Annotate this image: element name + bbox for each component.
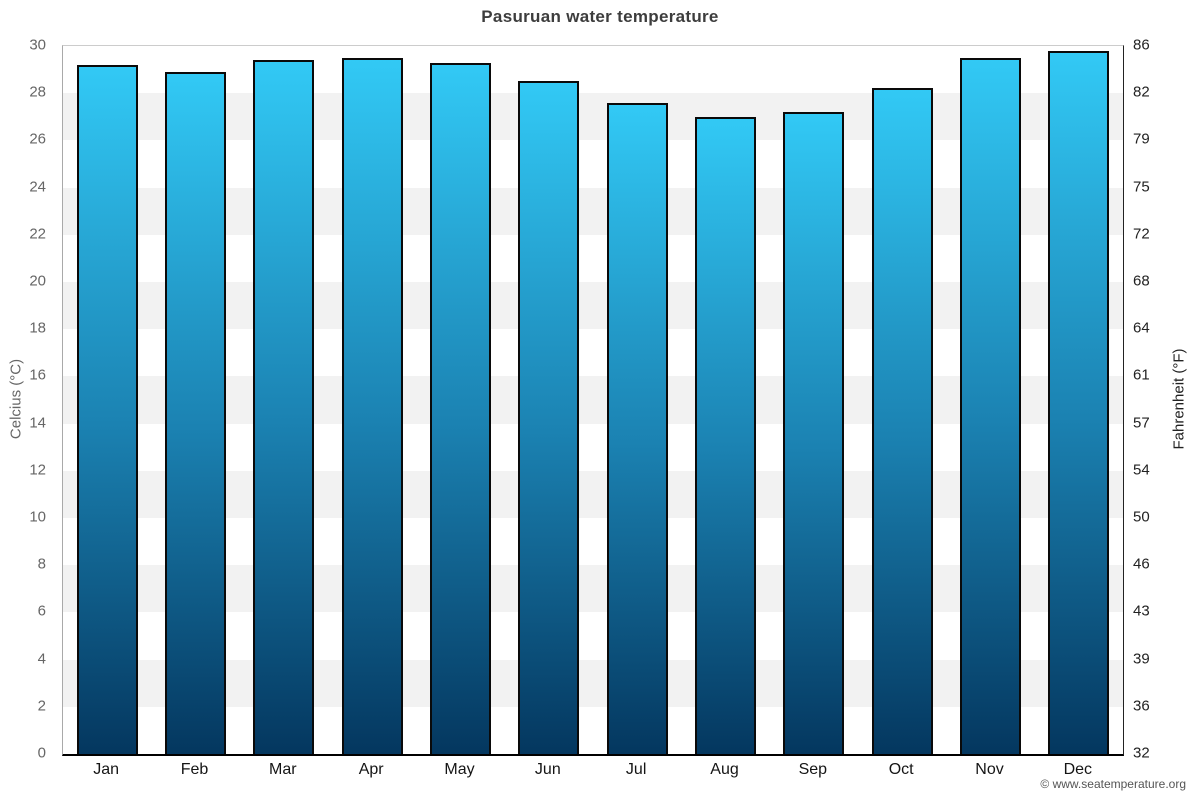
grid-band bbox=[63, 282, 1123, 330]
fahrenheit-tick: 46 bbox=[1133, 555, 1150, 573]
celsius-tick: 4 bbox=[37, 650, 46, 668]
fahrenheit-tick: 54 bbox=[1133, 461, 1150, 479]
bar-nov bbox=[960, 57, 1021, 754]
grid-band bbox=[63, 659, 1123, 707]
celsius-tick: 0 bbox=[37, 744, 46, 762]
grid-band bbox=[63, 423, 1123, 471]
celsius-tick: 30 bbox=[29, 36, 46, 54]
fahrenheit-tick: 79 bbox=[1133, 130, 1150, 148]
bar-oct bbox=[871, 88, 933, 754]
fahrenheit-tick: 43 bbox=[1133, 602, 1150, 620]
bar-may bbox=[430, 62, 491, 754]
month-tick-jan: Jan bbox=[93, 761, 120, 778]
fahrenheit-tick: 36 bbox=[1133, 697, 1150, 715]
grid-band bbox=[63, 234, 1123, 282]
celsius-tick: 16 bbox=[29, 366, 46, 384]
bar-sep bbox=[783, 112, 845, 754]
bar-jun bbox=[518, 81, 580, 754]
fahrenheit-tick: 86 bbox=[1133, 36, 1150, 54]
month-tick-mar: Mar bbox=[269, 761, 297, 778]
celsius-tick: 24 bbox=[29, 178, 46, 196]
celsius-tick: 6 bbox=[37, 602, 46, 620]
celsius-tick: 26 bbox=[29, 130, 46, 148]
grid-band bbox=[63, 518, 1123, 566]
bar-jul bbox=[606, 102, 668, 754]
celsius-tick: 2 bbox=[37, 697, 46, 715]
celsius-tick: 22 bbox=[29, 225, 46, 243]
month-tick-jun: Jun bbox=[534, 761, 561, 778]
grid-band bbox=[63, 470, 1123, 518]
fahrenheit-tick: 75 bbox=[1133, 178, 1150, 196]
chart-title: Pasuruan water temperature bbox=[481, 7, 719, 26]
grid-band bbox=[63, 565, 1123, 613]
celsius-tick-labels: 30 28 26 24 22 20 18 16 14 12 10 8 6 4 2 0 bbox=[0, 38, 54, 761]
fahrenheit-tick: 64 bbox=[1133, 319, 1150, 337]
grid-band bbox=[63, 187, 1123, 235]
celsius-tick: 28 bbox=[29, 83, 46, 101]
grid-band bbox=[63, 140, 1123, 188]
fahrenheit-tick: 68 bbox=[1133, 272, 1150, 290]
fahrenheit-tick-labels: 86 82 79 75 72 68 64 61 57 54 50 46 43 39 36 32 bbox=[1133, 38, 1193, 761]
grid-band bbox=[63, 329, 1123, 377]
bar-dec bbox=[1048, 50, 1110, 754]
fahrenheit-tick: 50 bbox=[1133, 508, 1150, 526]
month-tick-aug: Aug bbox=[710, 761, 739, 778]
month-tick-may: May bbox=[444, 761, 475, 778]
celsius-tick: 20 bbox=[29, 272, 46, 290]
fahrenheit-tick: 82 bbox=[1133, 83, 1150, 101]
celsius-tick: 8 bbox=[37, 555, 46, 573]
copyright-note: © www.seatemperature.org bbox=[1040, 777, 1186, 791]
bar-jan bbox=[76, 64, 138, 754]
grid-band bbox=[63, 706, 1123, 754]
month-tick-jul: Jul bbox=[625, 761, 647, 778]
fahrenheit-tick: 57 bbox=[1133, 414, 1150, 432]
fahrenheit-tick: 39 bbox=[1133, 650, 1150, 668]
fahrenheit-tick: 32 bbox=[1133, 744, 1150, 762]
celsius-tick: 18 bbox=[29, 319, 46, 337]
month-tick-nov: Nov bbox=[975, 761, 1004, 778]
bar-apr bbox=[341, 57, 403, 754]
bar-aug bbox=[695, 116, 756, 754]
celsius-tick: 14 bbox=[29, 414, 46, 432]
grid-band bbox=[63, 46, 1123, 94]
plot-area bbox=[62, 45, 1124, 756]
grid-band bbox=[63, 93, 1123, 141]
grid-band bbox=[63, 376, 1123, 424]
month-tick-dec: Dec bbox=[1063, 761, 1093, 778]
month-tick-feb: Feb bbox=[180, 761, 209, 778]
grid-band bbox=[63, 612, 1123, 660]
fahrenheit-tick: 72 bbox=[1133, 225, 1150, 243]
bar-feb bbox=[165, 71, 226, 754]
month-tick-apr: Apr bbox=[358, 761, 384, 778]
celsius-tick: 12 bbox=[29, 461, 46, 479]
bar-mar bbox=[253, 60, 315, 754]
month-tick-labels: Jan Feb Mar Apr May Jun Jul Aug Sep Oct Nov Dec bbox=[62, 761, 1122, 783]
celsius-tick: 10 bbox=[29, 508, 46, 526]
fahrenheit-tick: 61 bbox=[1133, 366, 1150, 384]
month-tick-oct: Oct bbox=[888, 761, 914, 778]
month-tick-sep: Sep bbox=[798, 761, 828, 778]
